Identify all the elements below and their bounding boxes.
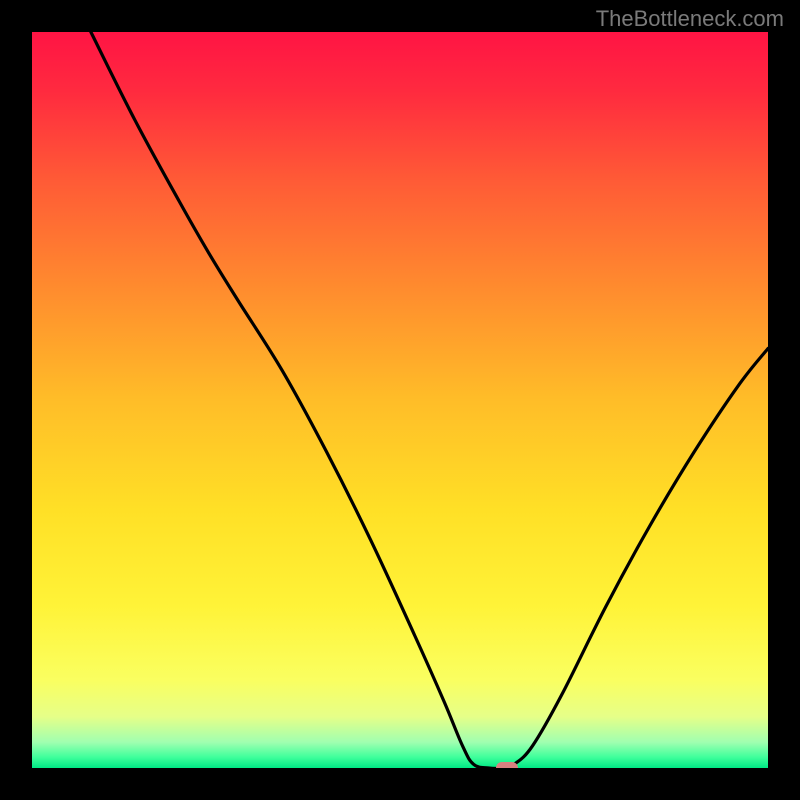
optimum-marker: [496, 762, 518, 768]
watermark-text: TheBottleneck.com: [596, 6, 784, 32]
bottleneck-curve: [91, 32, 768, 768]
curve-svg: [32, 32, 768, 768]
plot-area: [32, 32, 768, 768]
chart-frame: TheBottleneck.com: [0, 0, 800, 800]
